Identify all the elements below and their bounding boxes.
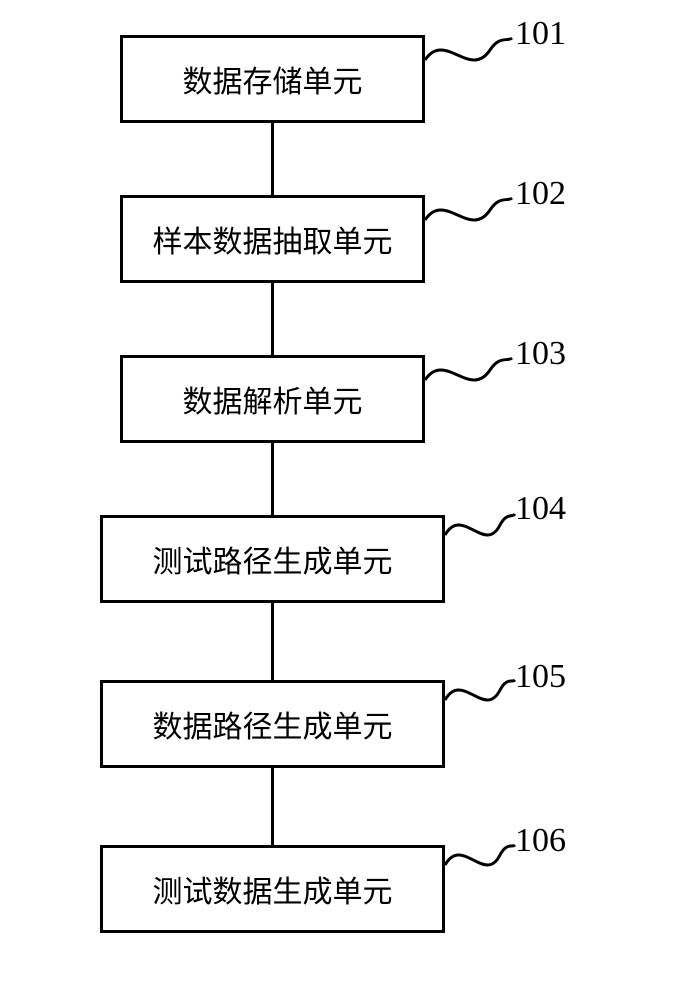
connector-line [271,603,274,680]
ref-label: 104 [515,490,566,528]
node-label: 测试路径生成单元 [153,537,393,581]
node-label: 数据存储单元 [183,57,363,101]
flow-node: 数据存储单元 [120,35,425,123]
connector-line [271,123,274,195]
flow-node: 测试数据生成单元 [100,845,445,933]
connector-line [271,443,274,515]
flow-node: 数据解析单元 [120,355,425,443]
ref-label-text: 105 [515,658,566,695]
ref-label: 103 [515,335,566,373]
ref-label-text: 106 [515,822,566,859]
ref-label-text: 102 [515,175,566,212]
ref-label: 102 [515,175,566,213]
ref-label: 101 [515,15,566,53]
connector-line [271,768,274,845]
node-label: 测试数据生成单元 [153,867,393,911]
node-label: 数据路径生成单元 [153,702,393,746]
connector-line [271,283,274,355]
ref-label-text: 104 [515,490,566,527]
ref-label-text: 103 [515,335,566,372]
ref-label: 106 [515,822,566,860]
flow-node: 数据路径生成单元 [100,680,445,768]
ref-label-text: 101 [515,15,566,52]
ref-label: 105 [515,658,566,696]
node-label: 样本数据抽取单元 [153,217,393,261]
flow-node: 测试路径生成单元 [100,515,445,603]
flow-node: 样本数据抽取单元 [120,195,425,283]
node-label: 数据解析单元 [183,377,363,421]
flowchart-container: 数据存储单元 样本数据抽取单元 数据解析单元 测试路径生成单元 数据路径生成单元… [0,0,675,1000]
